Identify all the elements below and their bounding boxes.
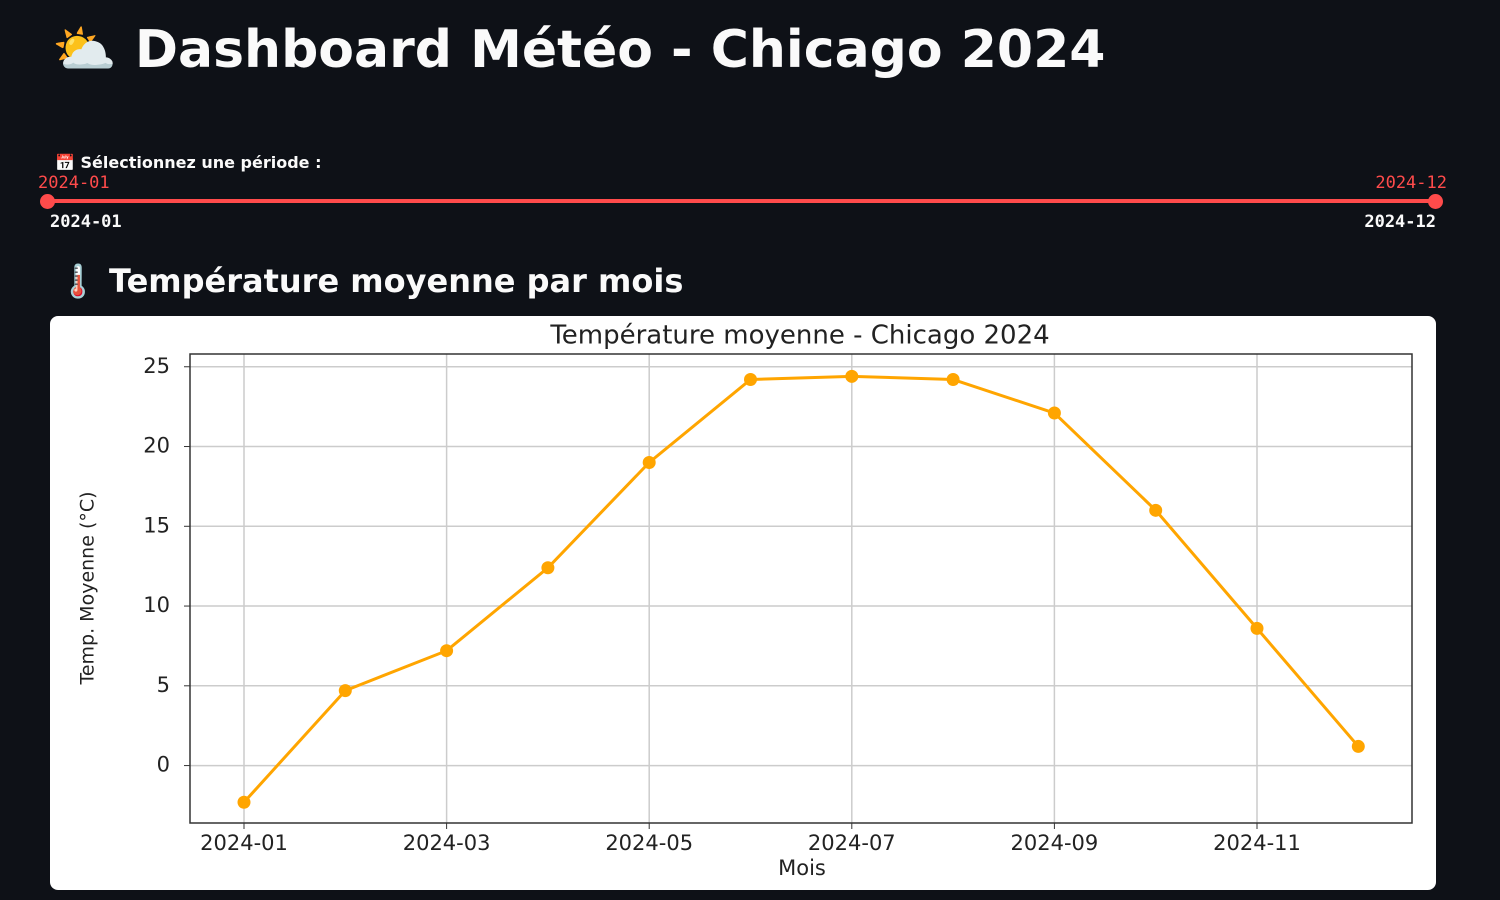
marker — [1149, 503, 1163, 517]
plot-frame — [189, 353, 1413, 824]
y-tick-label: 15 — [143, 513, 170, 537]
marker — [845, 369, 859, 383]
slider-max: 2024-12 — [1364, 212, 1436, 232]
dashboard-title: ⛅ Dashboard Météo - Chicago 2024 — [52, 20, 1106, 80]
slider-track[interactable] — [48, 199, 1436, 203]
marker — [440, 644, 454, 658]
section-title: 🌡️ Température moyenne par mois — [58, 262, 684, 300]
slider-thumb[interactable] — [40, 194, 55, 209]
x-tick-label: 2024-05 — [605, 831, 693, 855]
y-tick-label: 10 — [143, 593, 170, 617]
y-axis-label: Temp. Moyenne (°C) — [77, 491, 99, 685]
marker — [744, 373, 757, 387]
slider-thumb[interactable] — [1428, 194, 1443, 209]
marker — [338, 684, 352, 698]
x-tick-label: 2024-01 — [200, 831, 288, 855]
slider-label: 📅 Sélectionnez une période : — [55, 153, 322, 172]
marker — [1047, 406, 1061, 420]
chart-title: Température moyenne - Chicago 2024 — [549, 321, 1049, 351]
x-tick-label: 2024-07 — [808, 831, 896, 855]
x-tick-label: 2024-03 — [403, 831, 491, 855]
line — [242, 374, 1360, 804]
slider-min: 2024-01 — [50, 212, 122, 232]
chart: Température moyenne - Chicago 2024 Mois … — [77, 321, 1413, 880]
y-tick-label: 0 — [157, 753, 170, 777]
marker — [1250, 621, 1264, 635]
x-tick-label: 2024-11 — [1213, 831, 1301, 855]
y-tick-label: 25 — [143, 354, 170, 378]
marker — [237, 795, 251, 809]
slider-value-end: 2024-12 — [1375, 173, 1447, 193]
x-tick-label: 2024-09 — [1011, 831, 1099, 855]
slider-value-start: 2024-01 — [38, 173, 110, 193]
marker — [1351, 739, 1365, 753]
marker — [946, 373, 960, 387]
y-tick-label: 5 — [157, 673, 170, 697]
marker — [642, 455, 656, 469]
chart-card: Température moyenne - Chicago 2024 Mois … — [50, 316, 1436, 890]
marker — [541, 561, 555, 575]
x-axis-label: Mois — [778, 856, 826, 880]
y-tick-label: 20 — [143, 434, 170, 458]
